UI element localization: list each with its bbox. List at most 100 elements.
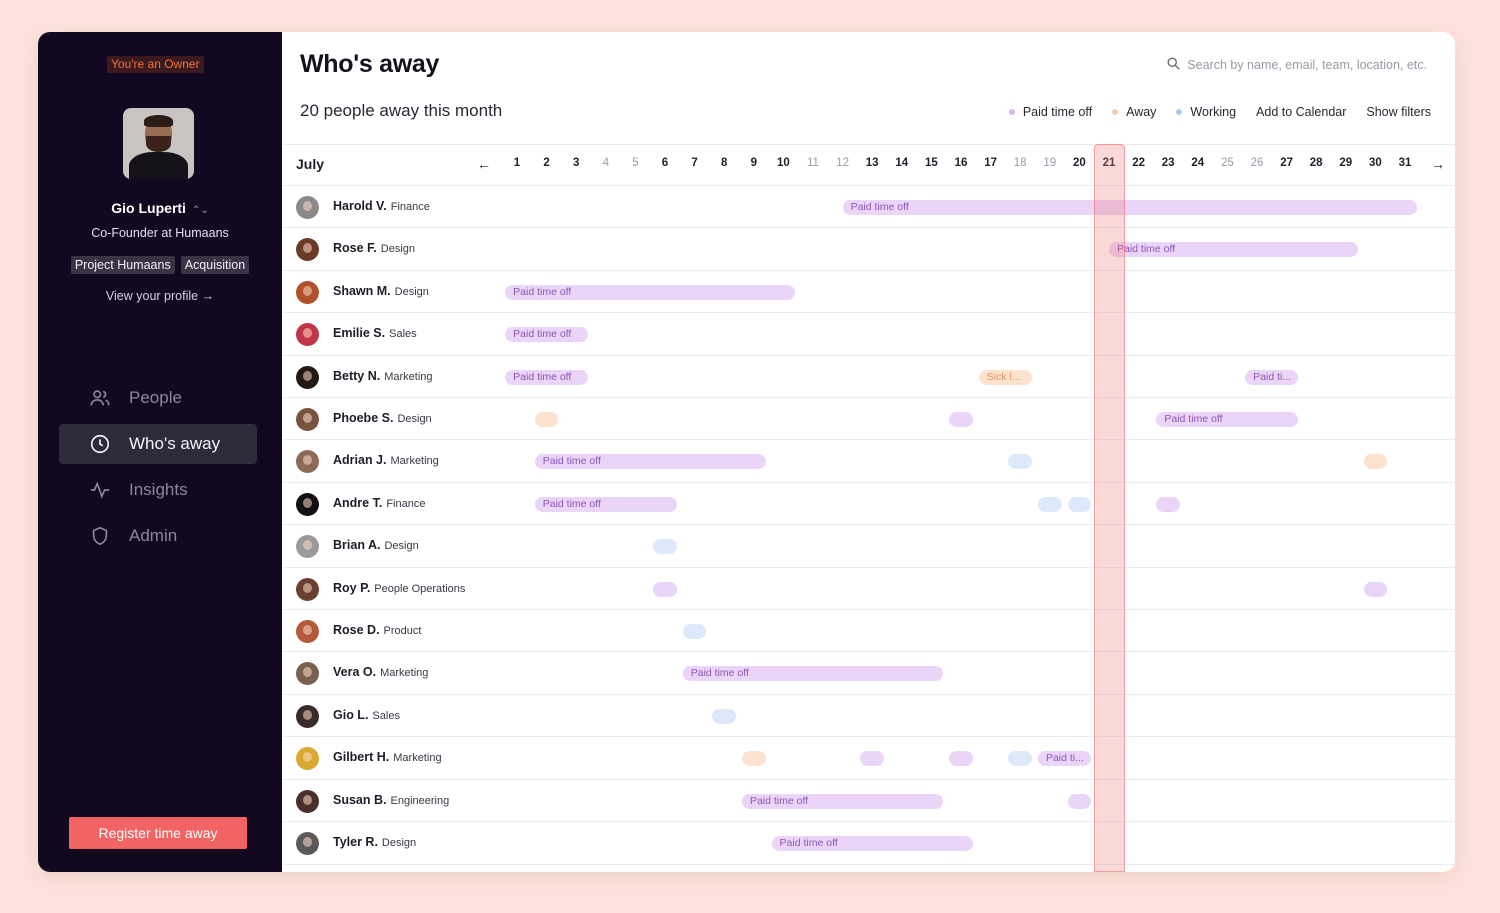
day-header-5: 5 [632, 157, 639, 169]
nav-item-admin[interactable]: Admin [59, 516, 257, 556]
search-input[interactable]: Search by name, email, team, location, e… [1187, 58, 1427, 72]
clock-icon [89, 433, 111, 455]
time-off-bar-pto[interactable]: Paid time off [1156, 412, 1299, 427]
day-header-28: 28 [1309, 157, 1323, 169]
time-off-bar-pto[interactable] [1363, 581, 1388, 597]
person-row[interactable]: Tyler R. Design Paid time off [282, 821, 1455, 863]
person-row[interactable]: Vera O. Marketing Paid time off [282, 651, 1455, 693]
avatar[interactable] [296, 408, 319, 431]
avatar[interactable] [296, 704, 319, 728]
avatar[interactable] [296, 450, 319, 474]
time-off-bar-pto[interactable] [860, 751, 885, 767]
day-header-13: 13 [865, 157, 879, 169]
time-off-bar-pto[interactable]: Paid time off [505, 369, 589, 385]
search-box[interactable]: Search by name, email, team, location, e… [1166, 56, 1427, 74]
avatar[interactable] [296, 789, 319, 813]
time-off-bar-work[interactable] [1008, 454, 1033, 470]
person-name[interactable]: Vera O. Marketing [333, 665, 428, 679]
avatar[interactable] [296, 323, 319, 347]
time-off-bar-pto[interactable]: Paid ti... [1245, 369, 1299, 385]
time-off-bar-away[interactable] [1363, 454, 1388, 470]
person-name[interactable]: Phoebe S. Design [333, 411, 432, 425]
person-row[interactable]: Adrian J. Marketing Paid time off [282, 439, 1455, 481]
person-name[interactable]: Adrian J. Marketing [333, 453, 439, 467]
avatar[interactable] [296, 365, 319, 389]
avatar[interactable] [296, 280, 319, 304]
time-off-bar-pto[interactable]: Paid ti... [1037, 751, 1092, 767]
person-name[interactable]: Gio L. Sales [333, 708, 400, 722]
time-off-bar-work[interactable] [1037, 496, 1062, 512]
time-off-bar-work[interactable] [712, 708, 737, 724]
time-off-bar-pto[interactable]: Paid time off [682, 666, 944, 682]
time-off-bar-pto[interactable]: Paid time off [771, 836, 973, 851]
person-name[interactable]: Rose D. Product [333, 623, 421, 637]
time-off-bar-away[interactable]: Sick l... [978, 369, 1033, 385]
show-filters-button[interactable]: Show filters [1366, 105, 1431, 119]
person-row[interactable]: Rose D. Product [282, 609, 1455, 651]
avatar[interactable] [296, 196, 319, 219]
next-month-arrow-icon[interactable]: → [1431, 156, 1445, 172]
time-off-bar-pto[interactable] [949, 751, 973, 767]
user-avatar[interactable] [123, 108, 194, 179]
time-off-bar-work[interactable] [682, 624, 707, 639]
time-off-bar-work[interactable] [1067, 496, 1092, 512]
time-off-bar-work[interactable] [1008, 751, 1033, 767]
time-off-bar-away[interactable] [741, 751, 766, 767]
time-off-bar-pto[interactable]: Paid time off [534, 454, 766, 470]
person-row[interactable]: Harold V. Finance Paid time off [282, 185, 1455, 227]
time-off-bar-pto[interactable] [653, 581, 677, 597]
person-name[interactable]: Susan B. Engineering [333, 793, 449, 807]
person-row[interactable]: Rose F. Design Paid time off [282, 227, 1455, 269]
avatar[interactable] [296, 577, 319, 601]
person-row[interactable]: Susan B. Engineering Paid time off [282, 778, 1455, 821]
legend-label: Away [1126, 105, 1157, 119]
avatar[interactable] [296, 535, 319, 559]
avatar[interactable] [296, 662, 319, 686]
person-row[interactable]: Andre T. Finance Paid time off [282, 481, 1455, 524]
time-off-bar-pto[interactable] [1067, 793, 1092, 809]
avatar[interactable] [296, 492, 319, 516]
person-name[interactable]: Gilbert H. Marketing [333, 750, 442, 764]
person-name[interactable]: Roy P. People Operations [333, 581, 465, 595]
view-profile-link[interactable]: View your profile → [105, 289, 215, 303]
person-row[interactable]: Roy P. People Operations [282, 566, 1455, 609]
nav-item-insights[interactable]: Insights [59, 470, 257, 510]
time-off-bar-pto[interactable]: Paid time off [741, 793, 944, 809]
person-name[interactable]: Andre T. Finance [333, 496, 425, 510]
person-name[interactable]: Emilie S. Sales [333, 326, 417, 340]
person-row[interactable]: Shawn M. Design Paid time off [282, 269, 1455, 312]
person-row[interactable]: Emilie S. Sales Paid time off [282, 312, 1455, 354]
time-off-bar-pto[interactable] [949, 412, 973, 427]
time-off-bar-work[interactable] [653, 539, 677, 555]
avatar[interactable] [296, 620, 319, 643]
person-row[interactable]: Betty N. Marketing Paid time off Sick l... P… [282, 354, 1455, 397]
add-to-calendar-button[interactable]: Add to Calendar [1256, 105, 1347, 119]
person-name[interactable]: Brian A. Design [333, 538, 419, 552]
avatar[interactable] [296, 832, 319, 855]
time-off-bar-pto[interactable]: Paid time off [505, 327, 589, 343]
person-name[interactable]: Tyler R. Design [333, 835, 416, 849]
prev-month-arrow-icon[interactable]: ← [477, 156, 491, 172]
person-row[interactable]: Gio L. Sales [282, 693, 1455, 736]
person-name[interactable]: Rose F. Design [333, 241, 415, 255]
time-off-bar-pto[interactable]: Paid time off [505, 284, 796, 300]
day-header-4: 4 [602, 157, 609, 169]
time-off-bar-away[interactable] [534, 412, 559, 427]
person-row[interactable]: Brian A. Design [282, 524, 1455, 566]
person-row[interactable]: Phoebe S. Design Paid time off [282, 397, 1455, 439]
avatar[interactable] [296, 747, 319, 771]
nav-item-people[interactable]: People [59, 378, 257, 418]
register-time-away-button[interactable]: Register time away [69, 817, 247, 849]
time-off-bar-pto[interactable] [1156, 496, 1181, 512]
person-row[interactable]: Gilbert H. Marketing Paid ti... [282, 736, 1455, 778]
nav-item-whos-away[interactable]: Who's away [59, 424, 257, 464]
day-header-30: 30 [1368, 157, 1382, 169]
user-name-switcher[interactable]: Gio Luperti ⌃⌄ [38, 200, 282, 216]
time-off-bar-pto[interactable]: Paid time off [1109, 242, 1358, 258]
person-name[interactable]: Harold V. Finance [333, 199, 430, 213]
time-off-bar-pto[interactable]: Paid time off [534, 496, 677, 512]
person-name[interactable]: Betty N. Marketing [333, 369, 433, 383]
time-off-bar-pto[interactable]: Paid time off [842, 200, 1417, 215]
person-name[interactable]: Shawn M. Design [333, 284, 429, 298]
avatar[interactable] [296, 238, 319, 262]
